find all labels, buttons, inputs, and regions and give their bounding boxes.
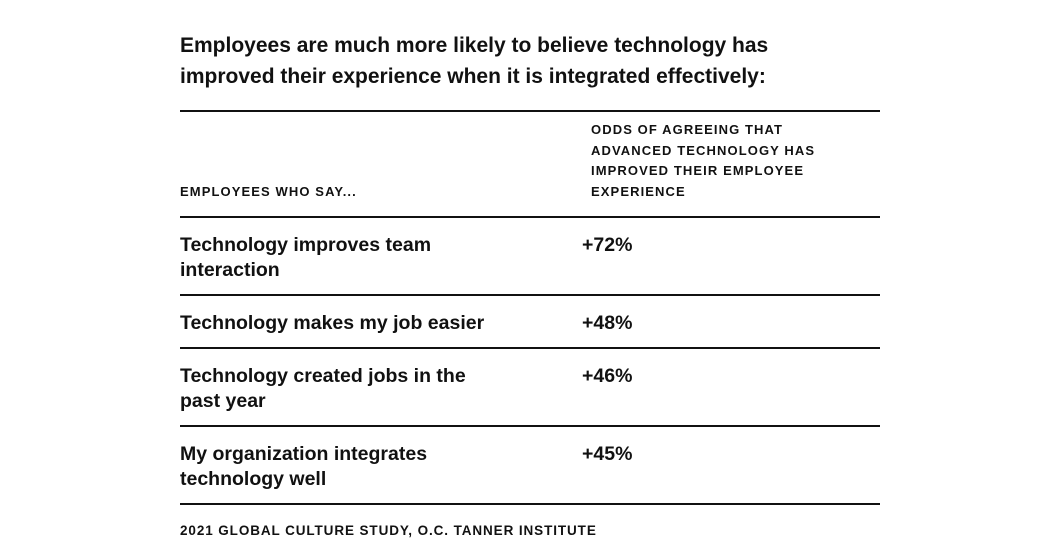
column-header-odds: ODDS OF AGREEING THAT ADVANCED TECHNOLOG… bbox=[591, 122, 816, 199]
row-label: My organization integrates technology we… bbox=[180, 443, 428, 490]
row-label: Technology created jobs in the past year bbox=[180, 365, 466, 412]
row-value: +48% bbox=[582, 312, 633, 334]
row-value: +46% bbox=[582, 365, 633, 387]
page-title: Employees are much more likely to believ… bbox=[180, 34, 769, 88]
table-row: My organization integrates technology we… bbox=[180, 427, 880, 505]
table-row: Technology created jobs in the past year… bbox=[180, 349, 880, 427]
infographic-table: Employees are much more likely to believ… bbox=[180, 30, 880, 538]
table-row: Technology improves team interaction +72… bbox=[180, 218, 880, 296]
column-header-employees: EMPLOYEES WHO SAY... bbox=[180, 183, 357, 199]
data-table: EMPLOYEES WHO SAY... ODDS OF AGREEING TH… bbox=[180, 110, 880, 505]
table-header-row: EMPLOYEES WHO SAY... ODDS OF AGREEING TH… bbox=[180, 112, 880, 218]
table-row: Technology makes my job easier +48% bbox=[180, 296, 880, 349]
row-label: Technology makes my job easier bbox=[180, 312, 485, 334]
row-value: +72% bbox=[582, 234, 633, 256]
row-value: +45% bbox=[582, 443, 633, 465]
row-label: Technology improves team interaction bbox=[180, 234, 432, 281]
source-citation: 2021 GLOBAL CULTURE STUDY, O.C. TANNER I… bbox=[180, 523, 597, 538]
